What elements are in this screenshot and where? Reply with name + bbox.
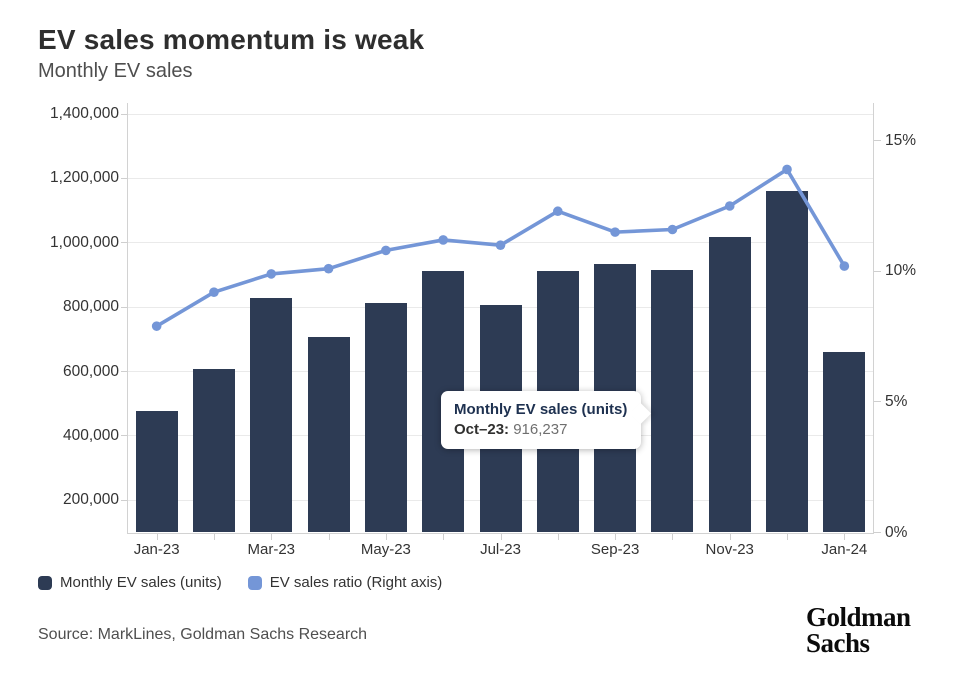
y-axis-tick-right: [873, 270, 881, 272]
y-axis-label-right: 0%: [885, 523, 908, 541]
y-axis-tick-left: [121, 242, 128, 244]
x-axis-label: Jan-24: [821, 541, 868, 558]
ratio-point-dec-23[interactable]: [782, 164, 792, 175]
x-axis-label: Mar-23: [247, 541, 296, 558]
x-axis-tick: [615, 533, 617, 540]
x-axis-label: Jan-23: [133, 541, 180, 558]
x-axis-tick: [385, 533, 387, 540]
ratio-point-jan-23[interactable]: [151, 321, 162, 331]
y-axis-label-left: 200,000: [62, 491, 119, 509]
x-axis-label: Sep-23: [590, 541, 640, 558]
logo-line-1: Goldman: [806, 602, 911, 632]
ratio-point-sep-23[interactable]: [610, 227, 620, 237]
tooltip: Monthly EV sales (units) Oct–23: 916,237: [441, 391, 652, 449]
ratio-point-jan-24[interactable]: [839, 261, 850, 271]
x-axis-label: May-23: [360, 541, 411, 558]
y-axis-label-left: 600,000: [62, 362, 119, 380]
y-axis-label-left: 1,000,000: [50, 233, 119, 251]
bar-may-23[interactable]: [364, 302, 407, 533]
bar-jan-24[interactable]: [823, 351, 866, 533]
tooltip-label: Oct–23:: [454, 421, 510, 438]
ratio-point-jun-23[interactable]: [438, 235, 448, 245]
page-subtitle: Monthly EV sales: [38, 60, 193, 82]
y-axis-line-left: [127, 103, 128, 534]
goldman-sachs-logo: Goldman Sachs: [806, 602, 911, 658]
page-title: EV sales momentum is weak: [38, 24, 425, 55]
bar-dec-23[interactable]: [766, 190, 809, 533]
x-axis-line: [127, 532, 874, 534]
x-axis-tick: [271, 533, 273, 540]
y-axis-tick-left: [121, 371, 128, 373]
x-axis-tick: [729, 533, 731, 540]
x-axis-tick: [328, 533, 330, 540]
y-axis-tick-right: [873, 401, 881, 403]
legend-label-line: EV sales ratio (Right axis): [269, 574, 443, 591]
logo-line-2: Sachs: [806, 628, 870, 658]
x-axis-tick: [443, 533, 445, 540]
y-axis-label-right: 5%: [885, 392, 908, 410]
x-axis-tick: [672, 533, 674, 540]
ratio-point-feb-23[interactable]: [209, 287, 219, 297]
ratio-point-jul-23[interactable]: [495, 240, 506, 250]
y-axis-label-right: 10%: [885, 262, 917, 280]
y-axis-line-right: [873, 103, 874, 534]
y-axis-tick-left: [121, 177, 128, 179]
y-axis-tick-right: [873, 140, 881, 142]
y-axis-label-left: 1,400,000: [50, 105, 119, 122]
bar-apr-23[interactable]: [307, 337, 350, 533]
tooltip-row: Oct–23: 916,237: [454, 420, 627, 440]
ratio-point-apr-23[interactable]: [323, 263, 334, 274]
x-axis-tick: [156, 533, 158, 540]
y-axis-tick-left: [121, 435, 128, 437]
source-note: Source: MarkLines, Goldman Sachs Researc…: [38, 626, 368, 643]
x-axis-tick: [213, 533, 215, 540]
y-axis-label-left: 400,000: [62, 426, 119, 444]
legend-swatch-bars: [38, 575, 52, 590]
ratio-point-nov-23[interactable]: [724, 201, 735, 211]
y-axis-tick-left: [121, 306, 128, 308]
x-axis-tick: [557, 533, 559, 540]
bar-oct-23[interactable]: [651, 269, 694, 533]
bar-mar-23[interactable]: [250, 297, 293, 533]
x-axis-label: Jul-23: [480, 541, 521, 558]
x-axis-tick: [787, 533, 789, 540]
bar-jan-23[interactable]: [135, 410, 178, 533]
y-axis-tick-left: [121, 113, 128, 115]
tooltip-value: 916,237: [513, 421, 568, 438]
bar-nov-23[interactable]: [708, 237, 751, 533]
x-axis-label: Nov-23: [705, 541, 754, 558]
y-axis-tick-left: [121, 499, 128, 501]
legend: Monthly EV sales (units) EV sales ratio …: [38, 574, 442, 591]
legend-item-line: EV sales ratio (Right axis): [247, 574, 443, 591]
ratio-point-mar-23[interactable]: [266, 269, 277, 279]
ratio-point-aug-23[interactable]: [553, 206, 563, 217]
gridline: [128, 177, 873, 179]
tooltip-title: Monthly EV sales (units): [454, 401, 628, 418]
tooltip-arrow: [630, 402, 652, 425]
bar-feb-23[interactable]: [192, 368, 235, 533]
x-axis-tick: [844, 533, 846, 540]
gridline: [128, 113, 873, 115]
y-axis-label-left: 800,000: [62, 298, 119, 316]
x-axis-tick: [500, 533, 502, 540]
y-axis-label-left: 1,200,000: [50, 169, 119, 187]
y-axis-tick-right: [873, 532, 881, 533]
legend-item-bars: Monthly EV sales (units): [38, 574, 222, 591]
ratio-point-oct-23[interactable]: [667, 224, 678, 235]
y-axis-label-right: 15%: [885, 131, 917, 149]
ratio-point-may-23[interactable]: [381, 245, 391, 256]
legend-label-bars: Monthly EV sales (units): [60, 574, 222, 591]
legend-swatch-line: [247, 575, 262, 590]
